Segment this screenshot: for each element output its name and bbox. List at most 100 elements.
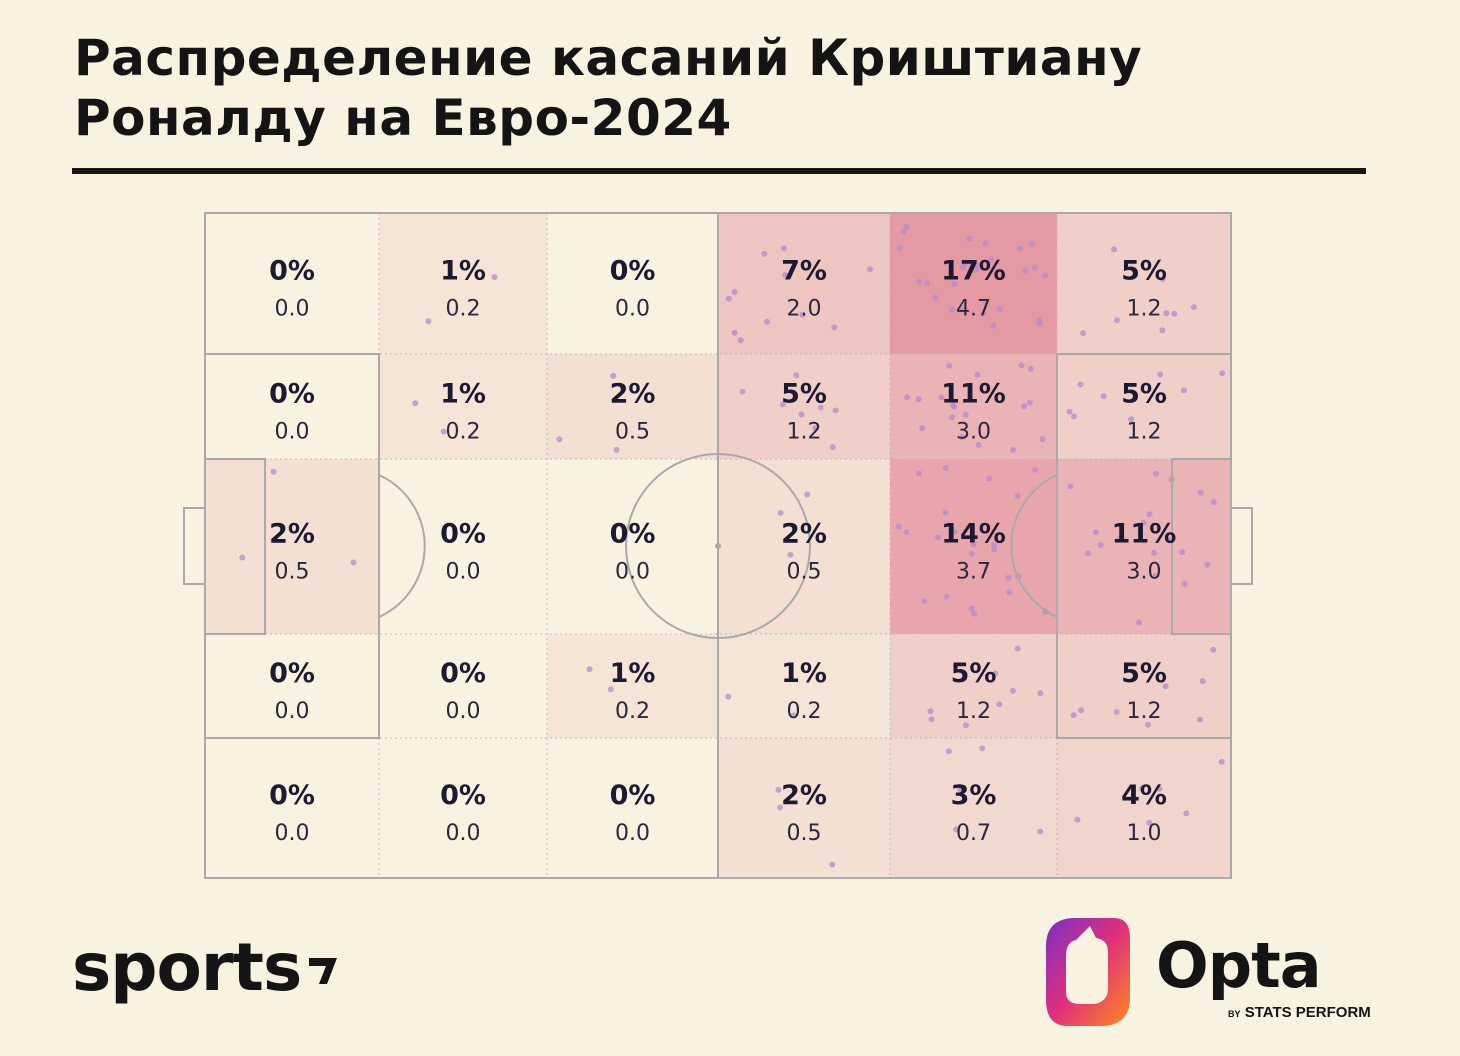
touch-dot (903, 224, 910, 230)
touch-dot (948, 306, 955, 313)
heatmap-cell-r0-c3 (718, 213, 890, 354)
touch-dot (799, 311, 806, 318)
touch-dot (996, 306, 1003, 313)
touch-dot (793, 372, 800, 379)
touch-dot (1031, 264, 1038, 271)
touch-dot (739, 388, 746, 395)
touch-dot (992, 670, 999, 677)
touch-dot (1022, 268, 1029, 275)
touch-dot (975, 441, 982, 448)
right-penalty-arc (1010, 474, 1058, 618)
heatmap-cell-r1-c1 (379, 354, 547, 459)
right-goal (1230, 507, 1253, 585)
cell-percent-r4-c1: 0% (440, 780, 486, 811)
touch-dot (962, 722, 969, 729)
pitch-markings (183, 212, 1253, 879)
touch-dot (951, 528, 958, 535)
cell-value-r0-c4: 4.7 (956, 297, 991, 322)
opta-logo-mark (1042, 916, 1134, 1032)
touch-dot (239, 554, 246, 561)
touch-dot (1042, 272, 1049, 279)
cell-value-r2-c5: 3.0 (1127, 560, 1162, 585)
touch-dot (1027, 366, 1034, 372)
touch-dot (916, 470, 923, 477)
cell-percent-r4-c3: 2% (781, 780, 827, 811)
touch-dot (1029, 240, 1035, 247)
cell-percent-r2-c0: 2% (269, 519, 315, 550)
touch-dot (725, 693, 732, 700)
touch-dot (829, 444, 836, 450)
touch-dot (1114, 317, 1120, 324)
touch-dot (270, 468, 277, 475)
touch-dot (1151, 549, 1158, 556)
touch-dots (239, 224, 1226, 868)
touch-dot (866, 266, 873, 273)
touch-dot (829, 861, 836, 868)
touch-dot (982, 240, 989, 247)
touch-dot (731, 289, 738, 295)
sports-logo-mark (305, 928, 339, 1008)
touch-dot (1156, 785, 1163, 792)
touch-dot (1146, 819, 1153, 826)
touch-dot (1190, 304, 1197, 311)
touch-dot (895, 523, 902, 530)
touch-dot (927, 708, 934, 715)
touch-dot (731, 329, 738, 336)
cell-percent-r3-c0: 0% (269, 658, 315, 689)
touch-dot (1159, 276, 1166, 283)
cell-percent-r3-c4: 5% (951, 658, 997, 689)
touch-dot (1010, 446, 1017, 453)
touch-dot (610, 372, 617, 379)
touch-dot (1146, 511, 1153, 518)
touch-dot (440, 428, 447, 435)
cell-percent-r1-c1: 1% (440, 379, 486, 410)
touch-dot (1092, 529, 1099, 536)
touch-dot (350, 559, 357, 566)
cell-value-r3-c4: 1.2 (956, 699, 991, 724)
cell-value-r0-c2: 0.0 (615, 297, 650, 322)
touch-dot (973, 266, 980, 273)
touch-dot (1066, 408, 1073, 415)
touch-dot (1218, 758, 1225, 765)
opta-subtitle: BY STATS PERFORM (1228, 1004, 1371, 1021)
touch-dot (1166, 537, 1173, 544)
cell-percent-r0-c4: 17% (941, 256, 1006, 287)
left-goal (183, 507, 206, 585)
touch-dot (1163, 310, 1170, 317)
touch-dot (1016, 245, 1023, 252)
touch-dot (1117, 535, 1124, 542)
touch-dot (1113, 709, 1120, 715)
touch-dot (425, 318, 432, 325)
cell-value-r2-c2: 0.0 (615, 560, 650, 585)
touch-dot (777, 509, 784, 516)
cell-value-r2-c0: 0.5 (275, 560, 310, 585)
touch-dot (1183, 810, 1190, 817)
cell-value-r1-c3: 1.2 (787, 420, 822, 445)
touch-dot (1032, 466, 1039, 473)
heatmap-cell-r0-c5 (1057, 213, 1231, 354)
left-penalty-arc (378, 474, 426, 618)
cell-value-r2-c1: 0.0 (446, 560, 481, 585)
cell-percent-r0-c1: 1% (440, 256, 486, 287)
cell-value-r0-c0: 0.0 (275, 297, 310, 322)
touch-dot (1157, 371, 1164, 378)
touch-dot (1067, 483, 1074, 490)
touch-dot (831, 324, 838, 331)
touch-dot (412, 400, 419, 407)
touch-dot (1180, 387, 1187, 394)
touch-dot (951, 403, 958, 410)
touch-dot (1140, 519, 1147, 526)
touch-dot (1219, 370, 1226, 377)
cell-percent-r0-c2: 0% (610, 256, 656, 287)
touch-dot (988, 256, 995, 263)
cell-percent-r4-c2: 0% (610, 780, 656, 811)
touch-dot (1097, 542, 1104, 549)
touch-dot (1171, 310, 1178, 317)
zone-labels: 0% 0.0 1% 0.2 0% 0.0 7% 2.0 17% 4.7 5% 1.2 0% 0.0 1% 0.… (269, 256, 1176, 847)
touch-dot (817, 404, 824, 411)
touch-dot (1021, 403, 1028, 410)
touch-dot (946, 362, 953, 369)
touch-dot (1009, 687, 1016, 694)
touch-dot (798, 411, 805, 418)
touch-dot (1159, 327, 1166, 334)
